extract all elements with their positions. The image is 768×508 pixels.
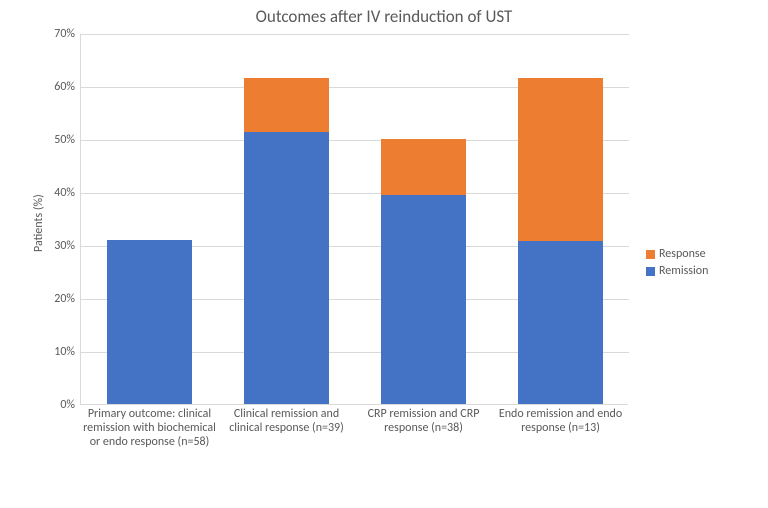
bar bbox=[381, 33, 466, 404]
x-tick-label: Endo remission and endo response (n=13) bbox=[492, 404, 629, 436]
y-tick-label: 10% bbox=[54, 345, 75, 359]
bar-segment-remission bbox=[381, 195, 466, 404]
plot-area: 0%10%20%30%40%50%60%70%Primary outcome: … bbox=[80, 34, 628, 405]
chart-title: Outcomes after IV reinduction of UST bbox=[0, 6, 768, 27]
bar-segment-response bbox=[518, 78, 603, 241]
bar-segment-response bbox=[381, 139, 466, 195]
bar bbox=[518, 33, 603, 404]
bar-segment-response bbox=[244, 78, 329, 133]
y-tick-label: 40% bbox=[54, 186, 75, 200]
bar bbox=[244, 33, 329, 404]
y-tick-label: 60% bbox=[54, 80, 75, 94]
legend-swatch bbox=[646, 267, 655, 276]
y-tick-label: 70% bbox=[54, 27, 75, 41]
legend-item: Response bbox=[646, 247, 708, 261]
y-tick-label: 30% bbox=[54, 239, 75, 253]
legend-item: Remission bbox=[646, 264, 708, 278]
chart-container: Outcomes after IV reinduction of UST 0%1… bbox=[0, 0, 768, 508]
bar-segment-remission bbox=[107, 240, 192, 404]
bar-segment-remission bbox=[518, 241, 603, 404]
y-tick-label: 50% bbox=[54, 133, 75, 147]
legend-label: Remission bbox=[659, 264, 708, 278]
legend-label: Response bbox=[659, 247, 706, 261]
x-tick-label: Clinical remission and clinical response… bbox=[218, 404, 355, 436]
y-axis-title: Patients (%) bbox=[32, 194, 46, 252]
bar bbox=[107, 33, 192, 404]
legend-swatch bbox=[646, 250, 655, 259]
x-tick-label: Primary outcome: clinical remission with… bbox=[81, 404, 218, 449]
y-tick-label: 0% bbox=[60, 398, 75, 412]
x-tick-label: CRP remission and CRP response (n=38) bbox=[355, 404, 492, 436]
bar-segment-remission bbox=[244, 132, 329, 404]
legend: Response Remission bbox=[646, 244, 708, 281]
y-tick-label: 20% bbox=[54, 292, 75, 306]
